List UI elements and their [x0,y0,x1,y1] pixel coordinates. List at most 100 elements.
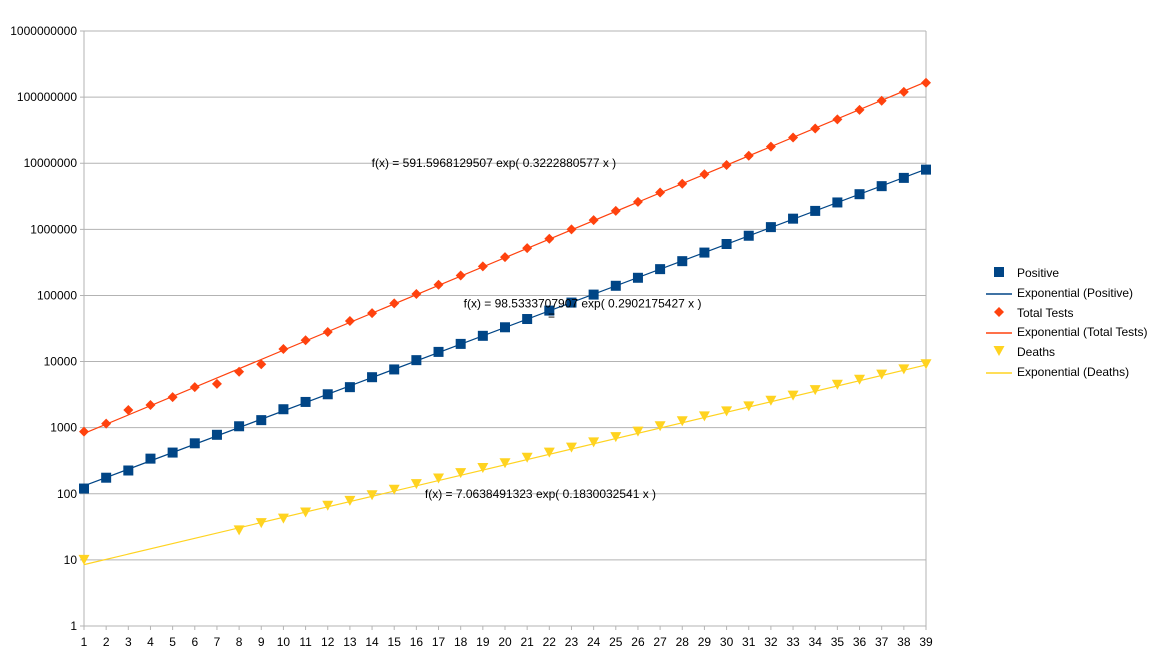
y-tick-label: 100000000 [17,90,77,104]
data-markers [78,77,932,565]
marker-square [367,372,378,383]
marker-triangle [920,359,932,370]
x-tick-label: 23 [565,635,579,649]
grid-lines [80,30,927,630]
trendline-equations: f(x) = 591.5968129507 exp( 0.3222880577 … [372,156,702,501]
y-tick-label: 10 [64,553,78,567]
marker-diamond [588,215,599,226]
marker-square [699,247,710,258]
marker-square [477,330,488,341]
marker-diamond [994,306,1004,317]
x-tick-label: 20 [498,635,512,649]
legend-key [994,267,1004,277]
marker-triangle [721,406,733,417]
marker-diamond [765,141,776,152]
marker-square [278,404,289,415]
marker-square [765,222,776,233]
marker-square [788,213,799,224]
marker-square [101,472,112,483]
marker-triangle [521,452,533,463]
marker-triangle [632,426,644,437]
marker-triangle [654,421,666,432]
legend-key [994,306,1004,317]
x-tick-label: 30 [720,635,734,649]
marker-triangle [698,411,710,422]
marker-square [411,355,422,366]
legend-key [986,332,1012,335]
marker-triangle [78,554,90,565]
marker-triangle [366,490,378,501]
marker-diamond [743,150,754,161]
marker-square [854,189,865,200]
marker-diamond [477,261,488,272]
marker-diamond [167,392,178,403]
marker-diamond [79,426,89,437]
marker-square [743,230,754,241]
trendline-equation: = [548,308,555,322]
marker-square [145,453,156,464]
y-tick-label: 1000 [50,421,77,435]
x-tick-label: 24 [587,635,601,649]
marker-square [832,197,843,208]
marker-diamond [367,308,378,319]
marker-triangle [831,379,843,390]
marker-diamond [234,366,245,377]
marker-square [234,421,245,432]
marker-square [876,181,887,192]
marker-square [167,447,178,458]
marker-square [79,483,89,494]
x-tick-label: 31 [742,635,756,649]
marker-diamond [832,114,843,125]
legend-item: Exponential (Positive) [986,284,1148,304]
marker-triangle [993,346,1005,357]
x-tick-label: 32 [764,635,778,649]
marker-square [810,205,821,216]
y-tick-label: 10000 [44,355,78,369]
x-tick-label: 6 [191,635,198,649]
marker-triangle [233,525,245,536]
trendline-equation: f(x) = 591.5968129507 exp( 0.3222880577 … [372,156,617,170]
legend-label: Deaths [1017,345,1056,360]
marker-triangle [300,507,312,518]
marker-triangle [610,432,622,443]
x-tick-label: 13 [343,635,357,649]
marker-square [610,280,621,291]
marker-square [632,272,643,283]
marker-triangle [410,479,422,490]
x-tick-label: 33 [786,635,800,649]
marker-triangle [787,390,799,401]
x-tick-label: 38 [897,635,911,649]
x-tick-label: 28 [676,635,690,649]
legend-label: Exponential (Deaths) [1017,364,1130,379]
marker-square [566,297,577,308]
marker-square [389,364,400,375]
legend-label: Positive [1017,266,1060,280]
marker-diamond [211,378,222,389]
x-tick-label: 4 [147,635,154,649]
marker-square [344,382,355,393]
marker-triangle [809,385,821,396]
marker-square [898,172,909,183]
marker-triangle [277,513,289,524]
marker-diamond [411,289,422,300]
marker-square [500,322,510,333]
x-tick-label: 35 [831,635,845,649]
marker-diamond [699,169,710,180]
marker-triangle [565,442,577,453]
marker-triangle [255,518,267,529]
marker-diamond [433,279,444,290]
x-tick-label: 21 [520,635,534,649]
marker-diamond [876,95,887,106]
marker-diamond [189,382,200,393]
marker-square [721,239,732,249]
x-tick-label: 39 [919,635,933,649]
marker-triangle [433,473,445,484]
marker-diamond [632,196,643,207]
marker-triangle [588,437,600,448]
marker-diamond [389,298,400,309]
marker-triangle [898,364,910,375]
marker-diamond [500,252,510,263]
marker-square [300,396,311,407]
marker-diamond [721,159,732,170]
